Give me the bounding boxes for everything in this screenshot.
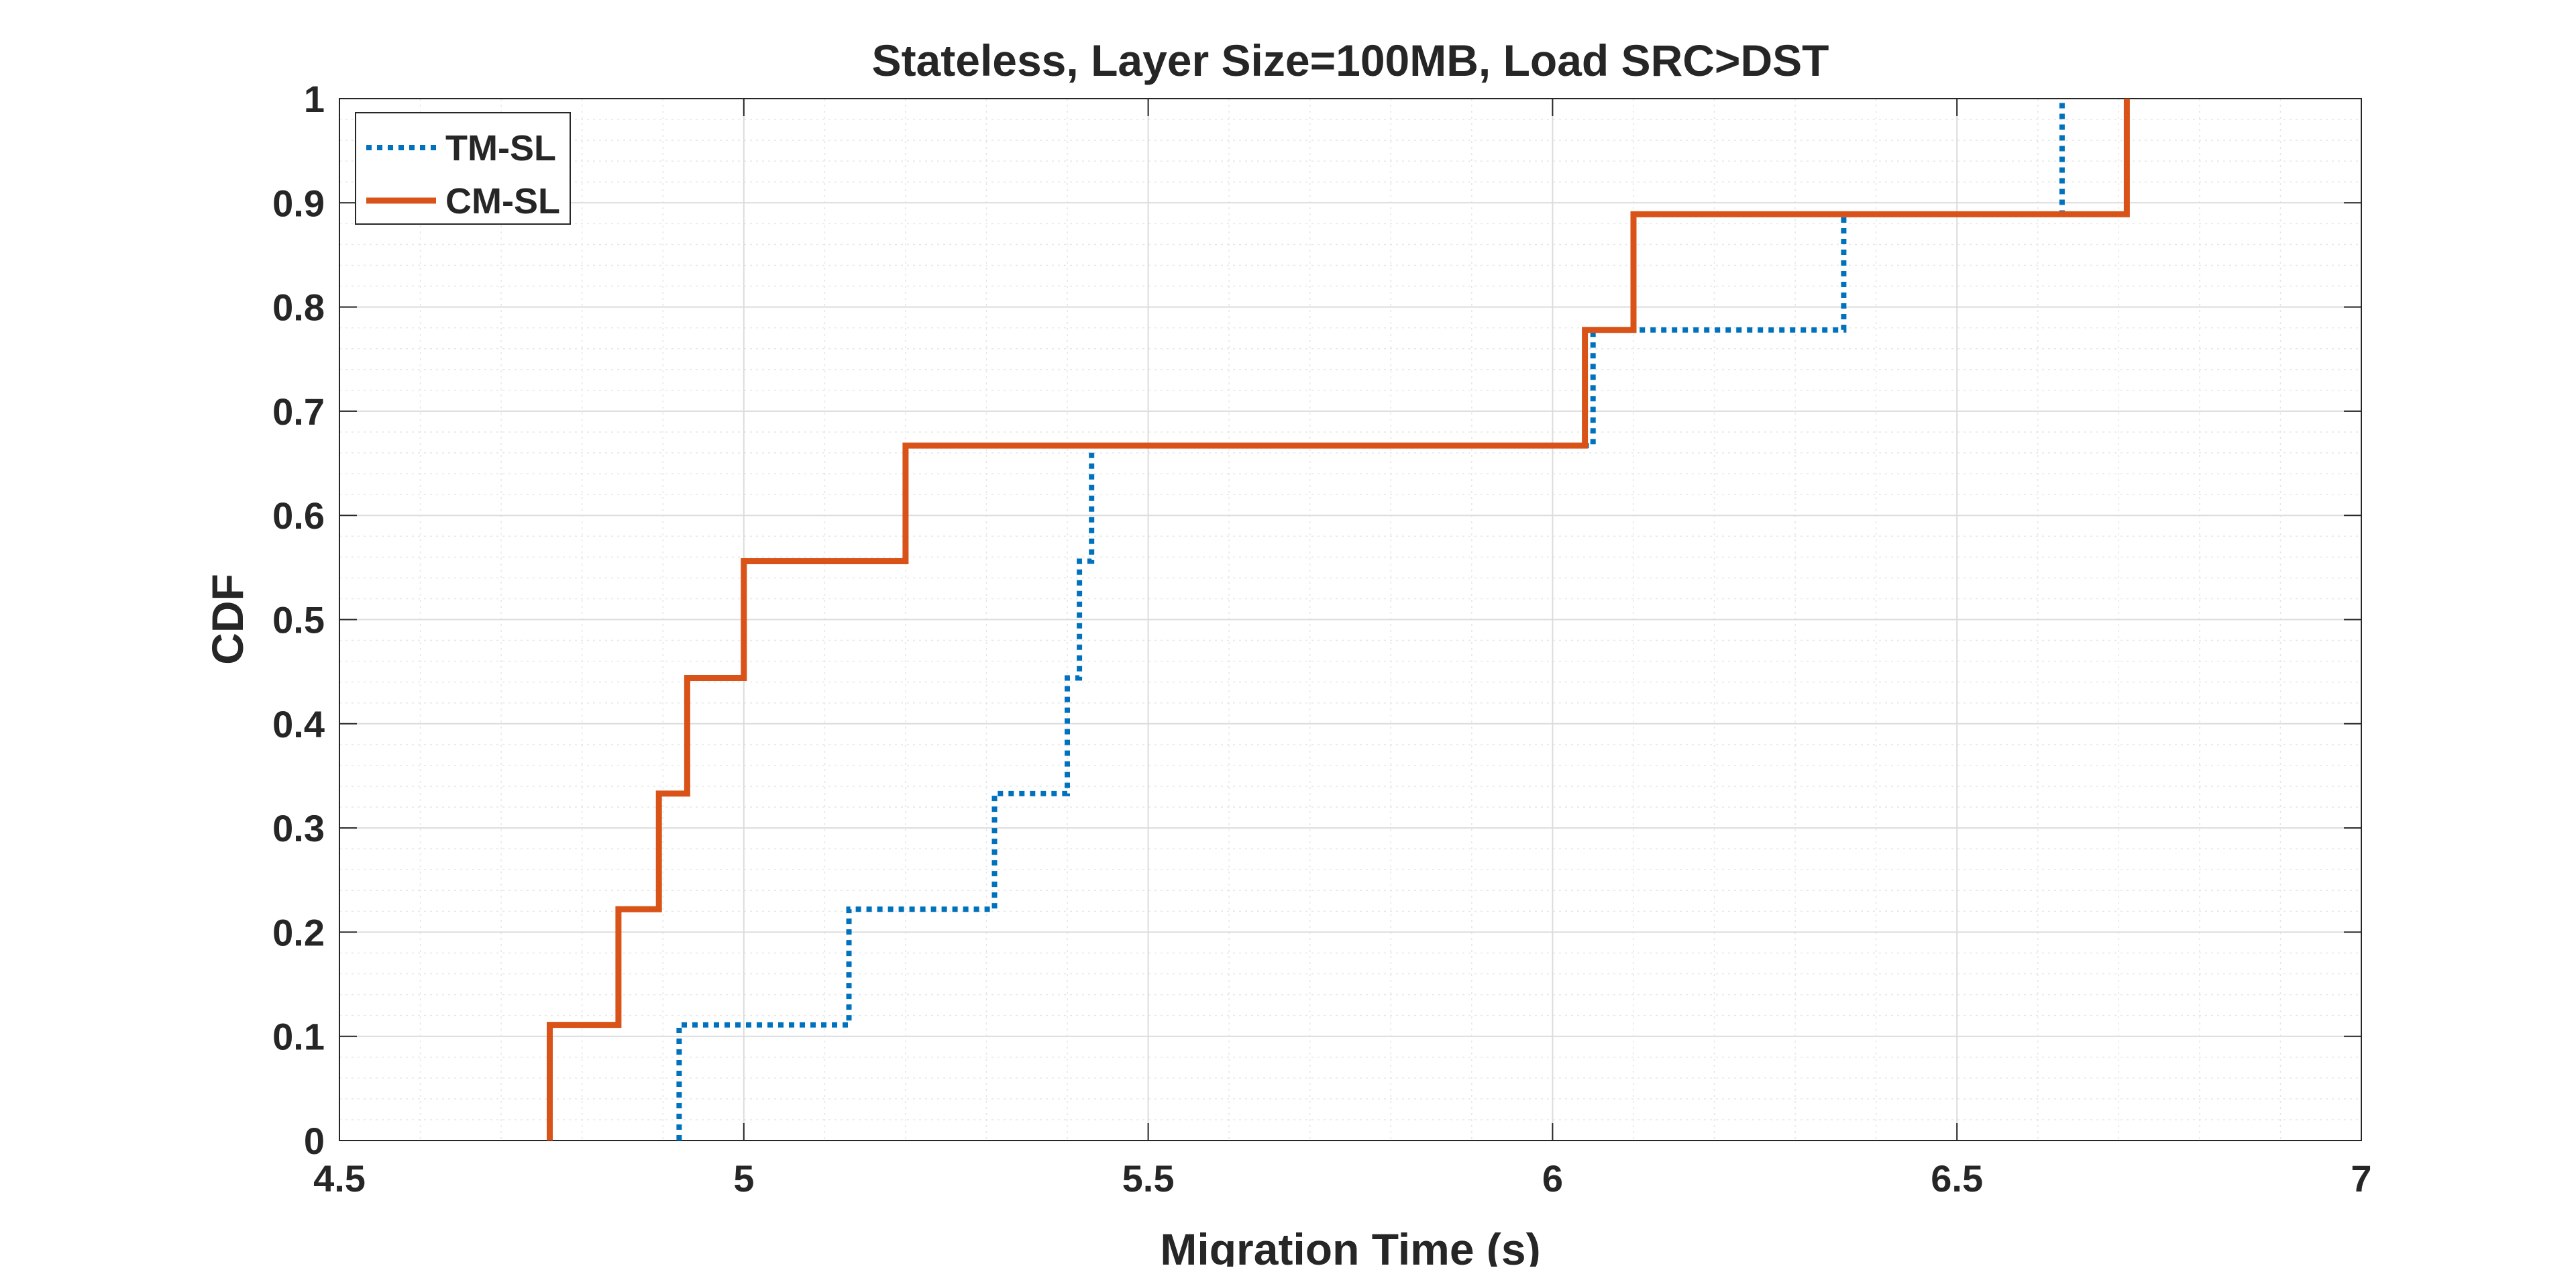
legend-box <box>355 112 571 225</box>
chart-title: Stateless, Layer Size=100MB, Load SRC>DS… <box>872 36 1829 85</box>
legend: TM-SL CM-SL <box>355 112 571 225</box>
y-tick-label: 0.4 <box>272 703 325 745</box>
y-tick-label: 0.3 <box>272 807 325 849</box>
series-layer <box>547 99 2130 1141</box>
legend-label-tm-sl: TM-SL <box>445 128 556 168</box>
series-line-cm-sl <box>547 99 2130 1141</box>
y-tick-label: 0.8 <box>272 286 325 329</box>
x-tick-label: 4.5 <box>313 1157 366 1200</box>
y-tick-label: 1 <box>304 78 325 120</box>
y-tick-label: 0.5 <box>272 599 325 641</box>
y-tick-label: 0.6 <box>272 494 325 537</box>
x-tick-label: 6 <box>1542 1157 1563 1200</box>
x-tick-label: 5.5 <box>1122 1157 1175 1200</box>
y-tick-label: 0.1 <box>272 1016 325 1058</box>
series-line-tm-sl <box>676 99 2065 1141</box>
x-axis-label: Migration Time (s) <box>1160 1224 1540 1267</box>
y-tick-label: 0.7 <box>272 390 325 433</box>
x-tick-label: 5 <box>733 1157 754 1200</box>
x-tick-label: 6.5 <box>1931 1157 1983 1200</box>
x-tick-label: 7 <box>2351 1157 2371 1200</box>
y-tick-label: 0.9 <box>272 182 325 224</box>
y-axis-label: CDF <box>203 574 252 665</box>
grid-layer <box>339 98 2362 1141</box>
legend-label-cm-sl: CM-SL <box>445 181 560 221</box>
y-tick-label: 0 <box>304 1120 325 1162</box>
tick-layer: 4.5 5 5.5 6 6.5 7 0 0.1 0.2 0.3 0.4 0.5 0.6 0.7 0.8 0.9… <box>272 78 2371 1200</box>
y-tick-label: 0.2 <box>272 911 325 953</box>
